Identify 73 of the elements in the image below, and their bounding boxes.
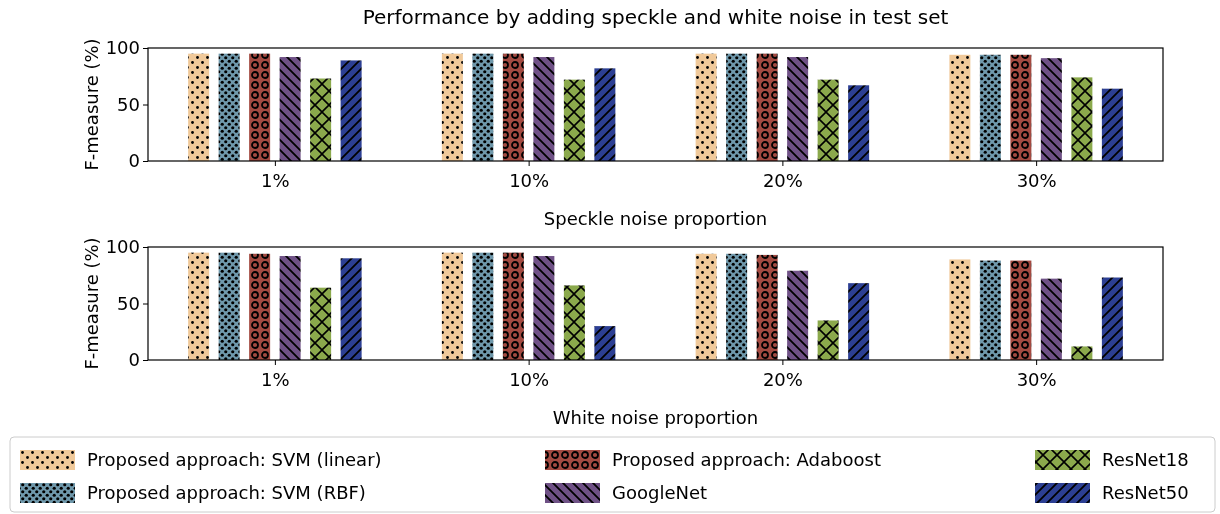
bar <box>1040 278 1062 360</box>
bar <box>563 285 585 360</box>
bar <box>472 53 494 161</box>
bar <box>310 78 332 161</box>
bar <box>756 254 778 360</box>
legend-label: Proposed approach: SVM (RBF) <box>87 482 366 503</box>
bar <box>1101 277 1123 360</box>
bar <box>787 57 809 161</box>
y-axis-title: F-measure (%) <box>81 237 102 370</box>
bar <box>726 53 748 161</box>
bar <box>188 53 210 161</box>
legend-label: GoogleNet <box>612 482 708 503</box>
bar <box>502 53 524 161</box>
bar <box>979 54 1001 161</box>
bar <box>848 85 870 161</box>
bar <box>695 253 717 360</box>
bar <box>817 320 839 360</box>
legend-label: Proposed approach: SVM (linear) <box>87 449 382 470</box>
bar <box>502 252 524 360</box>
y-tick-label: 50 <box>117 93 140 115</box>
bar <box>1010 260 1032 360</box>
bar <box>441 53 463 161</box>
bar <box>533 57 555 161</box>
bar <box>817 79 839 161</box>
y-axis-title: F-measure (%) <box>81 38 102 171</box>
bar <box>594 326 616 360</box>
legend-label: ResNet18 <box>1102 449 1189 470</box>
x-tick-label: 30% <box>1016 368 1057 390</box>
x-axis-title: Speckle noise proportion <box>543 208 768 229</box>
bar <box>279 256 301 360</box>
x-tick-label: 1% <box>261 169 290 191</box>
bar <box>1101 88 1123 161</box>
x-tick-label: 10% <box>509 169 550 191</box>
bar <box>594 68 616 161</box>
bar <box>1040 58 1062 161</box>
y-tick-label: 50 <box>117 292 140 314</box>
y-tick-label: 0 <box>128 349 140 371</box>
bar <box>249 253 271 360</box>
x-axis-title: White noise proportion <box>552 407 759 428</box>
bar <box>340 258 362 360</box>
bar <box>979 260 1001 360</box>
bar <box>756 53 778 161</box>
x-tick-label: 30% <box>1016 169 1057 191</box>
bar <box>848 283 870 360</box>
x-tick-label: 1% <box>261 368 290 390</box>
bar <box>1071 346 1093 360</box>
legend-label: ResNet50 <box>1102 482 1189 503</box>
bar <box>340 60 362 161</box>
bar <box>949 54 971 161</box>
x-tick-label: 20% <box>762 169 803 191</box>
bar <box>310 287 332 360</box>
bar <box>218 53 240 161</box>
bar <box>787 270 809 360</box>
x-tick-label: 10% <box>509 368 550 390</box>
x-tick-label: 20% <box>762 368 803 390</box>
bar <box>949 259 971 360</box>
bar <box>1071 77 1093 161</box>
y-tick-label: 0 <box>128 150 140 172</box>
bar <box>249 53 271 161</box>
bar <box>441 252 463 360</box>
bar <box>695 53 717 161</box>
chart-title: Performance by adding speckle and white noise in test set <box>362 5 949 29</box>
bar <box>533 256 555 360</box>
bar <box>1010 54 1032 161</box>
y-tick-label: 100 <box>105 236 140 258</box>
bar <box>279 57 301 161</box>
legend-label: Proposed approach: Adaboost <box>612 449 881 470</box>
bar <box>726 253 748 360</box>
bar <box>472 252 494 360</box>
bar <box>218 252 240 360</box>
bar <box>188 252 210 360</box>
bar <box>563 79 585 161</box>
y-tick-label: 100 <box>105 37 140 59</box>
